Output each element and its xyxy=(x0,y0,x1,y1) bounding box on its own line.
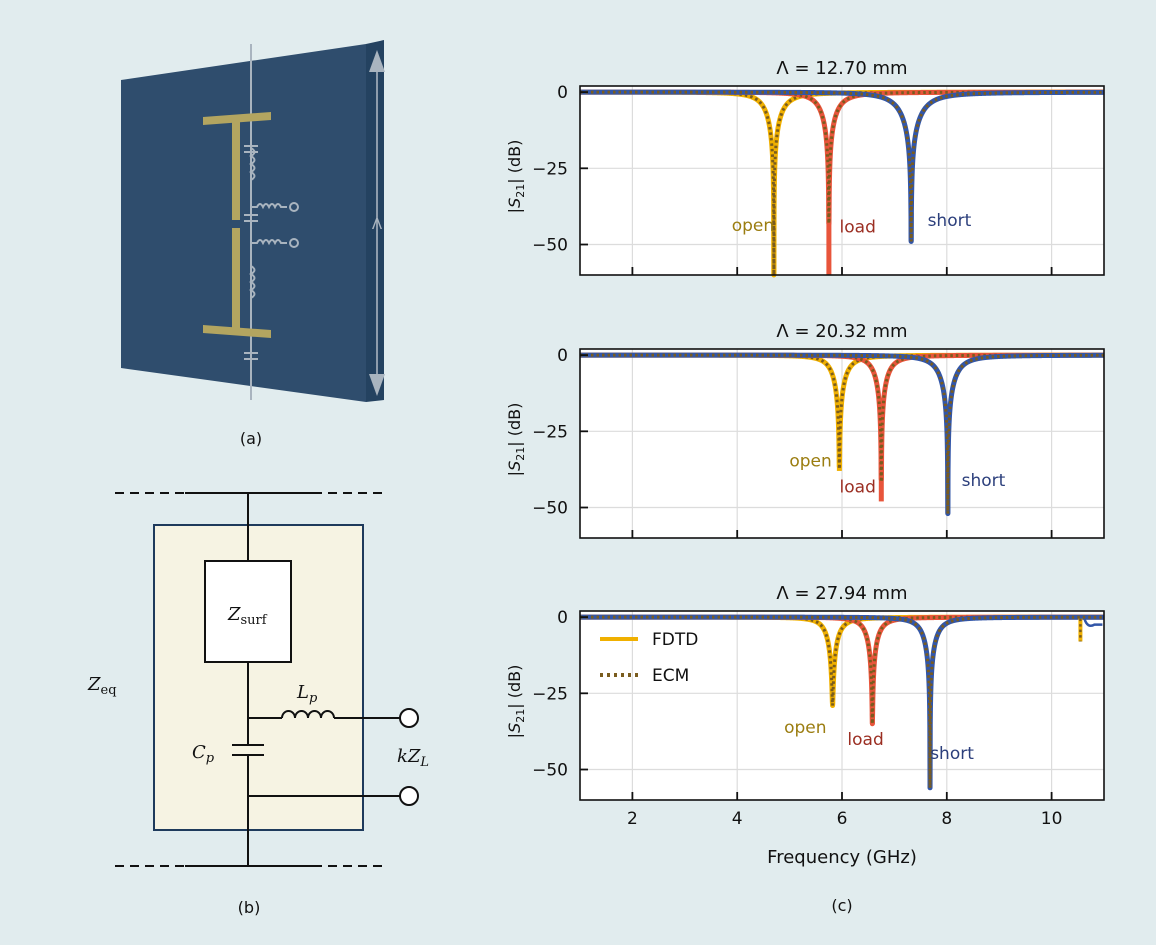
annotation-open: open xyxy=(784,718,826,738)
annotation-load: load xyxy=(840,217,876,237)
annotation-short: short xyxy=(928,211,972,231)
panel-b: Zsurf Zeq Lp Cp kZL (b) xyxy=(87,492,429,917)
panel-a-caption: (a) xyxy=(240,429,262,448)
y-tick-label: 0 xyxy=(557,608,568,628)
annotation-load: load xyxy=(847,730,883,750)
y-axis-label-sub: 21 xyxy=(514,184,527,198)
y-tick-label: −50 xyxy=(532,499,568,519)
panel-c-caption: (c) xyxy=(831,896,852,915)
y-axis-label-sub: 21 xyxy=(514,447,527,461)
annotation-open: open xyxy=(732,216,774,236)
short-artifact-mark xyxy=(1083,618,1103,627)
chart-3: 0 −25 −50 2 4 6 8 10 Λ = 27.94 mm |S21| (dB) Frequ… xyxy=(505,583,1107,868)
cp-label: Cp xyxy=(192,742,215,766)
y-axis-label: |S21| (dB) xyxy=(505,140,527,214)
y-axis-label-tail: | (dB) xyxy=(505,403,524,447)
y-axis-label-base: |S xyxy=(505,461,524,477)
dipole-strips xyxy=(203,112,271,338)
y-tick-label: −50 xyxy=(532,761,568,781)
x-tick-label: 10 xyxy=(1041,809,1063,829)
circuit-wires xyxy=(232,493,400,866)
y-axis-label: |S21| (dB) xyxy=(505,665,527,739)
y-axis-label-tail: | (dB) xyxy=(505,665,524,709)
x-axis-label: Frequency (GHz) xyxy=(767,847,917,868)
y-tick-label: −25 xyxy=(532,684,568,704)
period-label: Λ xyxy=(372,215,383,233)
x-tick-label: 4 xyxy=(732,809,743,829)
feed-wire xyxy=(244,44,299,400)
x-tick-label: 2 xyxy=(627,809,638,829)
x-tick-label: 8 xyxy=(941,809,952,829)
load-terminal-bottom xyxy=(399,786,419,806)
fdtd-short-line xyxy=(577,352,1107,517)
annotation-load: load xyxy=(840,477,876,497)
period-arrow xyxy=(369,50,385,396)
z-surf-label: Zsurf xyxy=(227,604,268,628)
chart-title: Λ = 20.32 mm xyxy=(776,321,907,342)
ecm-short-line xyxy=(580,90,1104,242)
surface-impedance-box xyxy=(204,560,292,663)
load-terminal-top xyxy=(399,708,419,728)
fdtd-short-line xyxy=(577,614,1107,791)
y-axis-label-tail: | (dB) xyxy=(505,140,524,184)
x-tick-label: 6 xyxy=(837,809,848,829)
ecm-open-line xyxy=(580,615,1104,706)
y-axis-label: |S21| (dB) xyxy=(505,403,527,477)
y-tick-label: −25 xyxy=(532,422,568,442)
chart-title: Λ = 27.94 mm xyxy=(776,583,907,604)
panel-b-caption: (b) xyxy=(238,898,261,917)
y-tick-label: 0 xyxy=(557,346,568,366)
annotation-short: short xyxy=(930,744,974,764)
kzl-label: kZL xyxy=(397,746,429,770)
y-tick-label: −25 xyxy=(532,159,568,179)
y-tick-label: 0 xyxy=(557,83,568,103)
annotation-open: open xyxy=(789,451,831,471)
legend-ecm-label: ECM xyxy=(652,666,689,686)
chart-1: 0 −25 −50 Λ = 12.70 mm |S21| (dB) open load sho… xyxy=(505,58,1107,278)
panel-a: Λ (a) xyxy=(121,40,385,448)
circuit-board-front xyxy=(121,44,366,402)
y-axis-label-base: |S xyxy=(505,198,524,214)
z-eq-label: Zeq xyxy=(87,674,117,698)
chart-2: 0 −25 −50 Λ = 20.32 mm |S21| (dB) open load sho… xyxy=(505,321,1107,539)
panel-c: 0−25−50Λ = 12.70 mm|S21| (dB)open load sho… xyxy=(505,58,1107,868)
legend-fdtd-label: FDTD xyxy=(652,630,698,650)
lp-label: Lp xyxy=(296,682,318,706)
y-axis-label-sub: 21 xyxy=(514,709,527,723)
y-axis-label-base: |S xyxy=(505,723,524,739)
annotation-short: short xyxy=(962,471,1006,491)
chart-title: Λ = 12.70 mm xyxy=(776,58,907,79)
y-tick-label: −50 xyxy=(532,236,568,256)
circuit-board-edge xyxy=(366,40,384,402)
